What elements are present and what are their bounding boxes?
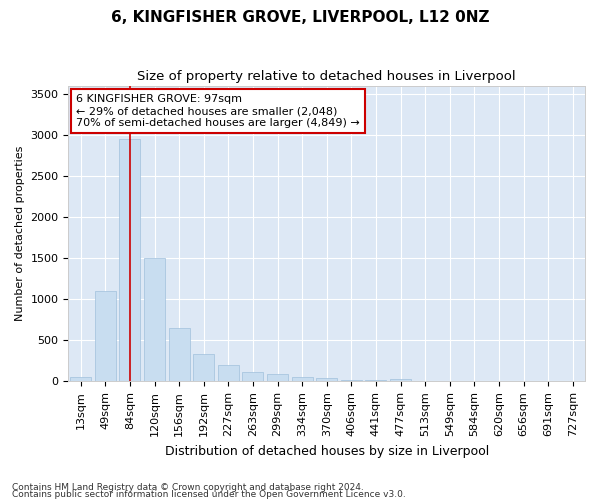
Bar	[70, 377, 91, 382]
X-axis label: Distribution of detached houses by size in Liverpool: Distribution of detached houses by size …	[164, 444, 489, 458]
Text: Contains HM Land Registry data © Crown copyright and database right 2024.: Contains HM Land Registry data © Crown c…	[12, 484, 364, 492]
Bar	[341, 380, 362, 382]
Text: Contains public sector information licensed under the Open Government Licence v3: Contains public sector information licen…	[12, 490, 406, 499]
Bar	[193, 354, 214, 382]
Bar	[144, 258, 165, 382]
Y-axis label: Number of detached properties: Number of detached properties	[15, 146, 25, 321]
Bar	[169, 328, 190, 382]
Bar	[316, 378, 337, 382]
Bar	[242, 372, 263, 382]
Bar	[390, 380, 411, 382]
Bar	[292, 377, 313, 382]
Bar	[218, 365, 239, 382]
Text: 6, KINGFISHER GROVE, LIVERPOOL, L12 0NZ: 6, KINGFISHER GROVE, LIVERPOOL, L12 0NZ	[111, 10, 489, 25]
Bar	[95, 291, 116, 382]
Bar	[267, 374, 288, 382]
Text: 6 KINGFISHER GROVE: 97sqm
← 29% of detached houses are smaller (2,048)
70% of se: 6 KINGFISHER GROVE: 97sqm ← 29% of detac…	[76, 94, 360, 128]
Title: Size of property relative to detached houses in Liverpool: Size of property relative to detached ho…	[137, 70, 516, 83]
Bar	[365, 380, 386, 382]
Bar	[119, 139, 140, 382]
